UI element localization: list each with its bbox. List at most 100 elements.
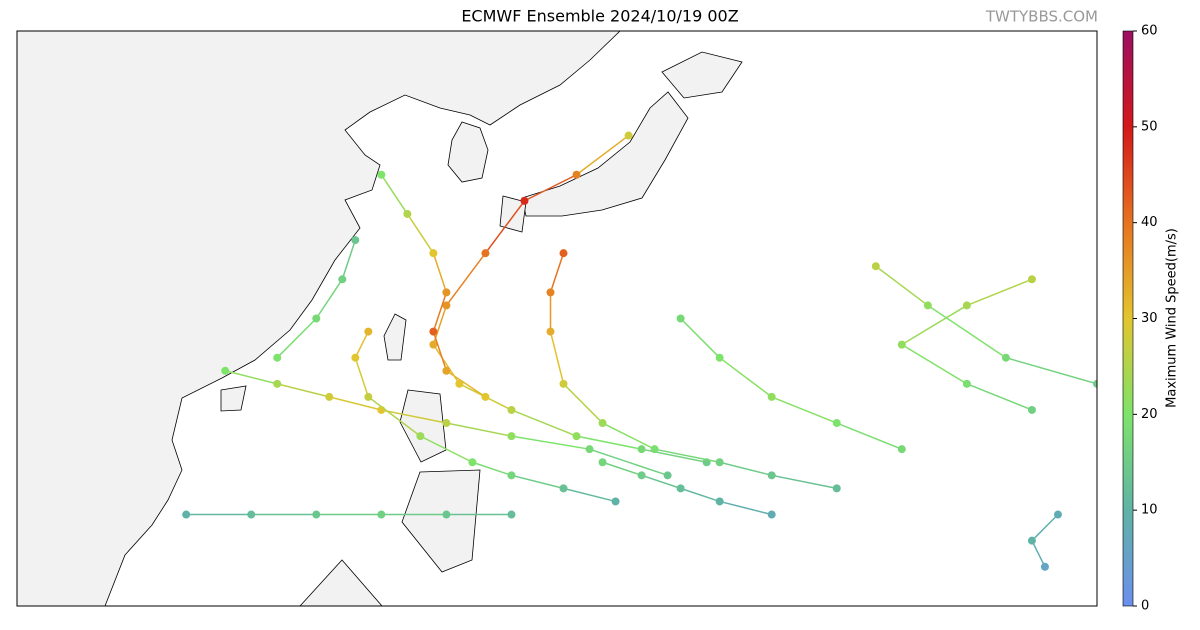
track-segment [966,383,1033,411]
colorbar-tick-label: 30 [1141,311,1158,326]
track-point [715,497,724,506]
track-segment [445,370,486,398]
track-segment [432,344,461,385]
track-point [923,301,932,310]
track-point [364,392,373,401]
borneo [299,559,383,606]
track-point [1027,275,1036,284]
track-segment [511,409,577,437]
land [17,31,743,606]
track-point [559,249,568,258]
track-segment [927,304,1007,359]
track-point [559,484,568,493]
track-point [442,366,451,375]
track-segment [680,487,720,503]
track-point [351,353,360,362]
track-segment [341,239,357,280]
kyushu [499,195,527,233]
track-point [624,131,633,140]
track-point [364,327,373,336]
track-segment [511,474,564,490]
track-segment [1005,356,1097,385]
honshu [521,91,689,217]
track-point [312,510,321,519]
track-point [598,458,607,467]
track-point [520,196,529,205]
track-segment [719,461,772,477]
track-point [507,432,516,441]
track-segment [1031,540,1046,568]
track-segment [381,409,447,424]
track-point [598,419,607,428]
track-segment [562,383,604,424]
track-segment [445,252,487,306]
track-point [715,353,724,362]
track-segment [484,200,526,254]
track-segment [406,213,435,254]
track-point [559,379,568,388]
track-segment [719,357,773,398]
colorbar-tick-label: 40 [1141,215,1158,230]
track-point [832,419,841,428]
colorbar-tick-label: 10 [1141,503,1158,518]
track-point [429,327,438,336]
track-point [377,510,386,519]
track-point [572,432,581,441]
watermark: TWTYBBS.COM [985,8,1098,26]
track-point [442,510,451,519]
track-segment [680,317,721,359]
track-segment [641,474,681,490]
track-segment [1031,513,1059,542]
track-segment [836,422,903,450]
track-segment [380,174,408,215]
track-point [650,445,659,454]
track-point [338,275,347,284]
track-segment [432,292,448,332]
track-point [676,314,685,323]
track-segment [719,500,772,516]
track-point [442,419,451,428]
track-segment [524,174,577,202]
track-point [507,471,516,480]
track-point [1053,510,1062,519]
track-point [1093,379,1097,388]
track-segment [771,396,838,424]
track-point [481,249,490,258]
track-segment [511,435,590,450]
track-segment [315,278,343,319]
track-segment [225,370,278,385]
track-segment [549,331,565,385]
track-point [832,484,841,493]
track-point [897,340,906,349]
track-point [377,170,386,179]
track-point [585,445,594,454]
track-segment [472,461,512,477]
track-point [663,471,672,480]
track-point [767,392,776,401]
track-segment [654,448,720,463]
track-segment [277,383,330,398]
track-point [403,209,412,218]
track-segment [576,134,630,176]
colorbar-label: Maximum Wind Speed(m/s) [1165,228,1180,408]
title: ECMWF Ensemble 2024/10/19 00Z [461,7,738,26]
track-segment [576,435,642,450]
track-point [442,288,451,297]
track-point [442,301,451,310]
track-segment [589,448,668,477]
track-point [416,432,425,441]
track-segment [549,252,565,293]
track-point [455,379,464,388]
track-segment [771,474,837,490]
colorbar-tick-label: 50 [1141,119,1158,134]
track-segment [354,331,369,359]
track-point [351,236,360,245]
track-segment [563,487,616,503]
colorbar-tick-label: 0 [1141,599,1149,614]
track-point [1027,405,1036,414]
track-point [429,249,438,258]
track-point [715,458,724,467]
track-point [637,471,646,480]
track-point [1001,353,1010,362]
